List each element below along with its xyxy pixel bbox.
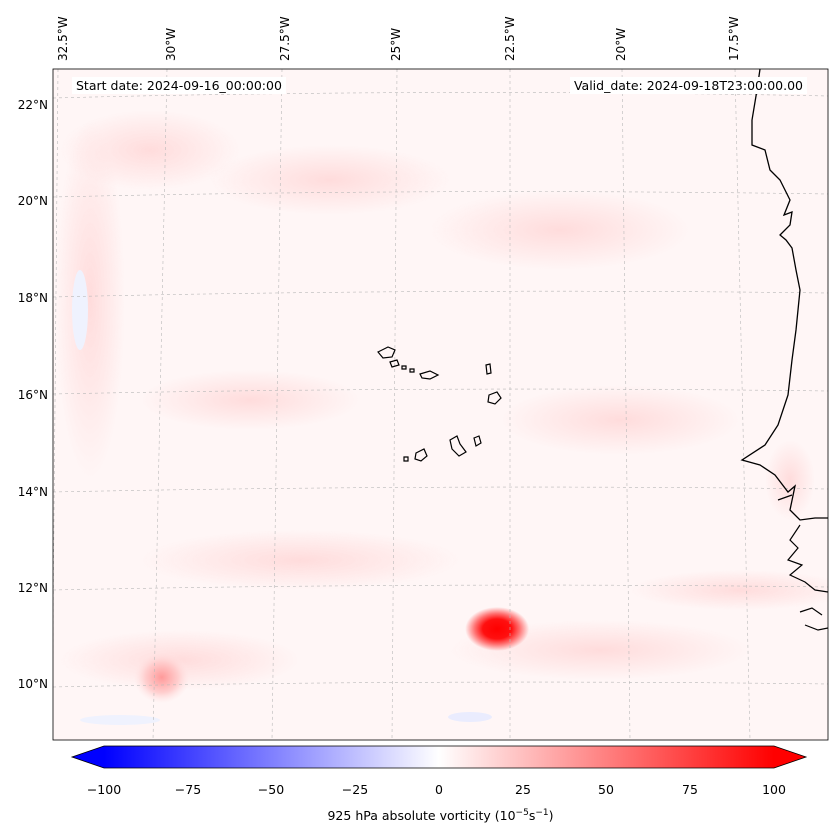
lon-label: 17.5°W [727, 16, 741, 61]
colorbar-tick: 0 [435, 782, 443, 797]
vorticity-maximum [465, 606, 530, 651]
colorbar-tick: −75 [174, 782, 202, 797]
africa-coastline [740, 69, 828, 521]
start-date-label: Start date: 2024-09-16_00:00:00 [72, 77, 286, 94]
colorbar-tick: 75 [682, 782, 698, 797]
lon-label: 30°W [164, 27, 178, 61]
lat-label: 14°N [17, 485, 48, 499]
colorbar-gradient [104, 746, 774, 768]
graticule [53, 69, 828, 740]
colorbar-tick: 25 [515, 782, 531, 797]
units: (10−5s−1) [494, 808, 554, 824]
lat-label: 20°N [17, 194, 48, 208]
colorbar-min-extension [72, 746, 104, 768]
lat-label: 12°N [17, 581, 48, 595]
lon-label: 32.5°W [56, 16, 70, 61]
valid-date-label: Valid_date: 2024-09-18T23:00:00.00 [569, 77, 807, 94]
colorbar-tick: −25 [341, 782, 369, 797]
lat-label: 10°N [17, 677, 48, 691]
colorbar-tick: 100 [762, 782, 786, 797]
colorbar [70, 745, 808, 769]
gambia-coast [777, 494, 828, 631]
colorbar-tick: 50 [598, 782, 614, 797]
map-frame [52, 68, 829, 741]
lon-label: 20°W [614, 27, 628, 61]
colorbar-max-extension [774, 746, 806, 768]
secondary-vorticity-max [133, 651, 190, 704]
colorbar-label: 925 hPa absolute vorticity (10−5s−1) [0, 808, 837, 823]
lon-label: 25°W [389, 27, 403, 61]
colorbar-tick: −50 [257, 782, 285, 797]
colorbar-outline [70, 745, 808, 769]
lat-label: 18°N [17, 291, 48, 305]
cape-verde-islands [377, 346, 502, 462]
colorbar-tick: −100 [86, 782, 122, 797]
vorticity-field [55, 110, 828, 725]
lon-label: 22.5°W [503, 16, 517, 61]
lat-label: 16°N [17, 388, 48, 402]
lat-label: 22°N [17, 98, 48, 112]
variable-name: 925 hPa absolute vorticity [327, 808, 491, 824]
map-panel [53, 69, 828, 740]
lon-label: 27.5°W [278, 16, 292, 61]
